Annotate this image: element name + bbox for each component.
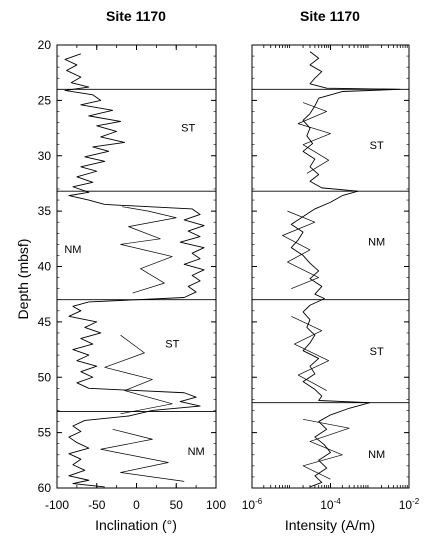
y-tick-label: 25 <box>38 93 52 107</box>
supplementary-data-trace <box>120 206 177 294</box>
y-tick-label: 20 <box>38 38 52 52</box>
zone-annotation: NM <box>368 449 385 461</box>
main-data-trace <box>64 53 205 488</box>
plot-frame-right <box>251 44 410 489</box>
x-tick-label: 10-4 <box>320 497 341 512</box>
annotations-left: ST NM ST NM <box>64 122 204 457</box>
chart-title-left: Site 1170 <box>106 8 166 24</box>
tick-layer-left <box>56 44 217 489</box>
y-tick-label: 45 <box>38 315 52 329</box>
zone-annotation: NM <box>64 244 81 256</box>
tick-layer-right <box>251 44 410 489</box>
y-tick-labels: 20 25 30 35 40 45 50 55 60 <box>38 38 52 495</box>
x-tick-label: 10-6 <box>242 497 263 512</box>
y-tick-label: 40 <box>38 260 52 274</box>
x-tick-label: -50 <box>88 498 106 512</box>
intensity-panel: Site 1170 Intensity (A/m) 10-6 10-4 10-2 S… <box>242 8 420 533</box>
x-tick-label: 10-2 <box>399 497 420 512</box>
x-tick-labels-right: 10-6 10-4 10-2 <box>242 497 420 512</box>
y-tick-label: 35 <box>38 204 52 218</box>
x-tick-label: 100 <box>206 498 226 512</box>
zone-annotation: ST <box>181 122 195 134</box>
x-axis-label-left: Inclination (°) <box>95 517 177 533</box>
zone-annotation: ST <box>370 346 384 358</box>
y-axis-label: Depth (mbsf) <box>15 239 31 320</box>
x-tick-label: 50 <box>170 498 184 512</box>
supplementary-data-trace <box>291 316 330 391</box>
inclination-panel: Site 1170 Depth (mbsf) Inclination (°) -… <box>15 8 226 533</box>
annotations-right: ST NM ST NM <box>368 140 385 461</box>
y-tick-label: 30 <box>38 149 52 163</box>
supplementary-data-trace <box>302 418 350 480</box>
x-axis-label-right: Intensity (A/m) <box>285 517 375 533</box>
y-tick-label: 55 <box>38 426 52 440</box>
supplementary-data-trace <box>297 102 331 174</box>
supplementary-data-trace <box>104 334 173 415</box>
zone-annotation: ST <box>370 140 384 152</box>
main-data-trace <box>290 51 401 488</box>
series-layer-left <box>64 53 205 488</box>
zone-annotation: NM <box>188 446 205 458</box>
y-tick-label: 50 <box>38 370 52 384</box>
y-tick-label: 60 <box>38 481 52 495</box>
reference-lines-right <box>252 88 409 404</box>
x-tick-label: 0 <box>133 498 140 512</box>
supplementary-data-trace <box>100 428 185 482</box>
x-tick-label: -100 <box>45 498 69 512</box>
supplementary-data-trace <box>282 210 320 289</box>
series-layer-right <box>282 51 401 488</box>
zone-annotation: ST <box>165 338 179 350</box>
zone-annotation: NM <box>368 236 385 248</box>
x-tick-labels-left: -100 -50 0 50 100 <box>45 498 226 512</box>
chart-title-right: Site 1170 <box>300 8 360 24</box>
